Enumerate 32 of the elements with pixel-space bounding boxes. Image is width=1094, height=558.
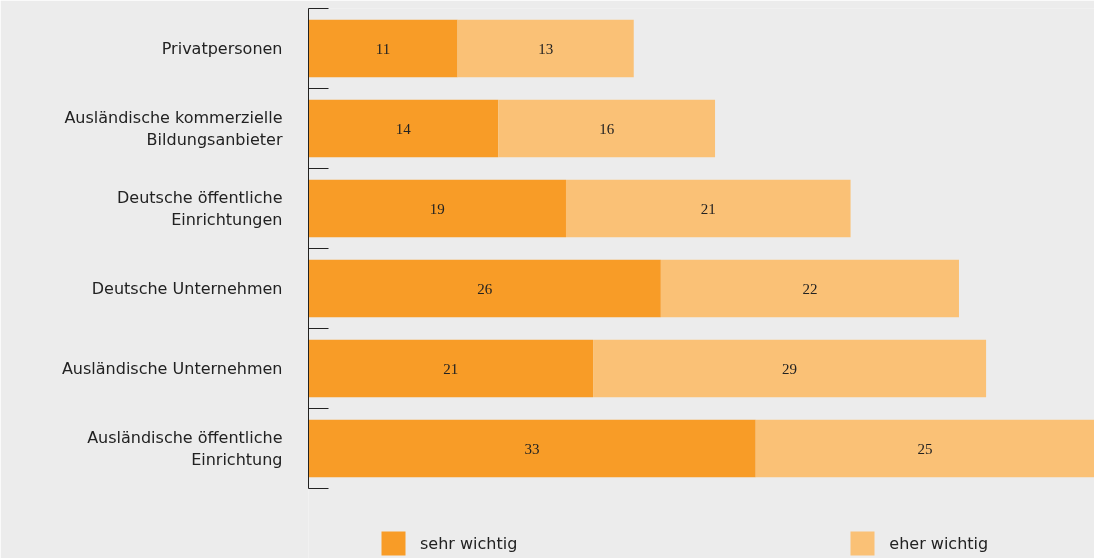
y-tick-label: Deutsche Unternehmen <box>91 279 283 298</box>
bar <box>755 419 1094 478</box>
data-label: 14 <box>395 120 412 137</box>
data-label: 21 <box>700 200 716 217</box>
data-label: 13 <box>538 40 554 57</box>
y-tick-label: Privatpersonen <box>161 39 283 58</box>
data-label: 25 <box>917 440 933 457</box>
bar <box>308 259 661 318</box>
bar <box>308 419 756 478</box>
bar <box>308 19 458 78</box>
data-label: 29 <box>782 360 798 377</box>
legend-label: eher wichtig <box>889 533 989 553</box>
bar <box>660 259 959 318</box>
y-tick-label: Ausländische Unternehmen <box>61 359 283 378</box>
bar <box>593 339 987 398</box>
bar <box>498 99 716 158</box>
data-label: 33 <box>524 440 540 457</box>
data-label: 16 <box>599 120 615 137</box>
bar <box>457 19 634 78</box>
bar <box>308 99 499 158</box>
data-label: 21 <box>443 360 459 377</box>
data-label: 26 <box>477 280 493 297</box>
data-label: 19 <box>429 200 445 217</box>
data-label: 11 <box>375 40 391 57</box>
legend-label: sehr wichtig <box>420 533 518 553</box>
y-tick-label: Deutsche öffentliche Einrichtungen <box>116 187 283 230</box>
bar <box>308 339 594 398</box>
bar <box>565 179 851 238</box>
y-tick-label: Ausländische kommerzielle Bildungsanbieter <box>64 107 283 150</box>
bar <box>308 179 566 238</box>
y-tick-label: Ausländische öffentliche Einrichtung <box>87 427 283 470</box>
data-label: 22 <box>802 280 818 297</box>
